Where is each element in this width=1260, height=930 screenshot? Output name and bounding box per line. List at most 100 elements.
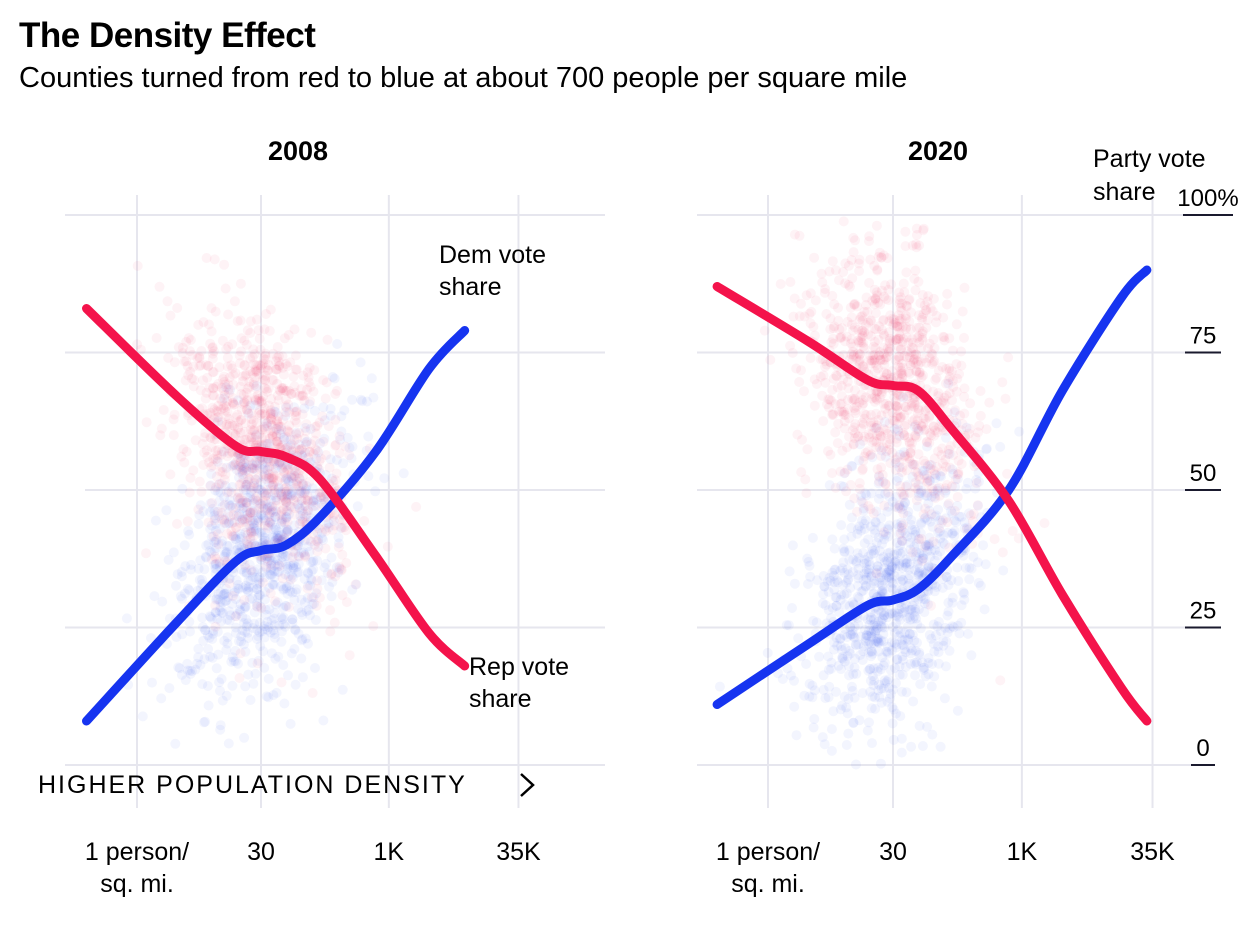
rep-county-point — [863, 317, 874, 328]
dem-county-point — [940, 487, 951, 498]
dem-county-point — [853, 580, 864, 591]
dem-county-point — [847, 625, 858, 636]
x-tick-label-line: 1 person/ — [85, 838, 189, 866]
rep-county-point — [244, 381, 255, 392]
rep-county-point — [841, 486, 852, 497]
dem-county-point — [836, 589, 847, 600]
rep-county-point — [859, 327, 870, 338]
rep-county-point — [871, 393, 882, 404]
rep-county-point — [879, 500, 890, 511]
dem-county-point — [846, 522, 857, 533]
dem-county-point — [249, 481, 259, 491]
dem-county-point — [280, 474, 291, 485]
dem-county-point — [893, 624, 904, 635]
dem-county-point — [223, 518, 234, 529]
dem-county-point — [184, 585, 195, 596]
dem-county-point — [826, 657, 837, 668]
dem-county-point — [873, 637, 884, 648]
dem-county-point — [891, 610, 902, 621]
rep-county-point — [240, 482, 251, 492]
rep-county-point — [893, 341, 904, 352]
dem-county-point — [841, 588, 852, 599]
rep-county-point — [273, 356, 284, 367]
rep-county-point — [260, 490, 271, 501]
rep-county-point — [215, 466, 226, 477]
dem-county-point — [911, 547, 922, 558]
dem-county-point — [942, 500, 953, 511]
dem-county-point — [283, 670, 293, 681]
dem-county-point — [882, 557, 893, 567]
rep-county-point — [288, 371, 299, 382]
rep-vote-share-line-2008 — [82, 304, 470, 671]
rep-county-point — [249, 426, 260, 436]
dem-county-point — [195, 555, 206, 566]
rep-county-point — [266, 472, 277, 483]
dem-county-point — [881, 555, 892, 566]
rep-county-point — [239, 397, 250, 407]
rep-county-point — [168, 414, 179, 425]
rep-county-point — [202, 451, 213, 462]
dem-county-point — [858, 575, 869, 585]
dem-county-point — [269, 572, 280, 583]
dem-county-point — [900, 497, 911, 508]
rep-county-point — [972, 500, 983, 511]
rep-county-point — [293, 480, 304, 491]
rep-county-point — [264, 473, 275, 484]
rep-county-point — [213, 412, 224, 423]
rep-county-point — [944, 363, 955, 374]
rep-county-point — [228, 369, 239, 380]
dem-county-point — [882, 612, 893, 623]
rep-county-point — [950, 405, 961, 416]
rep-county-point — [922, 437, 933, 448]
rep-county-point — [266, 412, 277, 423]
dem-county-point — [887, 584, 898, 595]
rep-county-point — [971, 478, 982, 488]
rep-county-point — [284, 407, 295, 418]
rep-county-point — [330, 440, 341, 451]
dem-county-point — [959, 594, 970, 605]
dem-county-point — [898, 392, 909, 403]
dem-county-point — [912, 619, 923, 630]
dem-county-point — [277, 463, 287, 474]
rep-county-point — [896, 365, 907, 376]
rep-county-point — [239, 335, 250, 346]
rep-county-point — [207, 342, 218, 353]
rep-county-point — [896, 467, 907, 478]
dem-county-point — [907, 459, 918, 470]
dem-county-point — [347, 394, 358, 405]
dem-county-point — [217, 535, 228, 546]
dem-county-point — [278, 432, 289, 443]
dem-county-point — [947, 592, 958, 603]
rep-county-point — [878, 315, 888, 326]
dem-county-point — [863, 534, 874, 545]
rep-county-point — [208, 346, 219, 357]
dem-county-point — [919, 470, 930, 480]
rep-county-point — [260, 474, 271, 484]
dem-county-point — [880, 451, 891, 462]
dem-county-point — [839, 691, 850, 702]
rep-county-point — [942, 299, 952, 310]
dem-county-point — [819, 581, 830, 592]
rep-county-point — [298, 370, 309, 381]
rep-county-point — [902, 346, 913, 357]
y-axis-label-line-2: share — [1093, 178, 1156, 206]
rep-county-point — [898, 333, 909, 344]
dem-county-point — [959, 588, 970, 599]
rep-county-point — [350, 579, 361, 590]
rep-county-point — [924, 459, 935, 470]
rep-county-point — [832, 438, 843, 449]
dem-county-point — [215, 596, 226, 607]
rep-county-point — [242, 383, 253, 394]
dem-county-point — [289, 644, 300, 654]
rep-county-point — [922, 478, 933, 488]
rep-county-point — [308, 448, 319, 459]
dem-county-point — [234, 509, 245, 519]
dem-county-point — [919, 513, 930, 524]
rep-county-point — [226, 526, 237, 537]
dem-county-point — [844, 499, 855, 510]
rep-county-point — [227, 339, 238, 350]
rep-county-point — [250, 364, 261, 375]
rep-county-point — [288, 494, 299, 505]
dem-county-point — [219, 551, 230, 562]
dem-county-point — [306, 536, 316, 547]
